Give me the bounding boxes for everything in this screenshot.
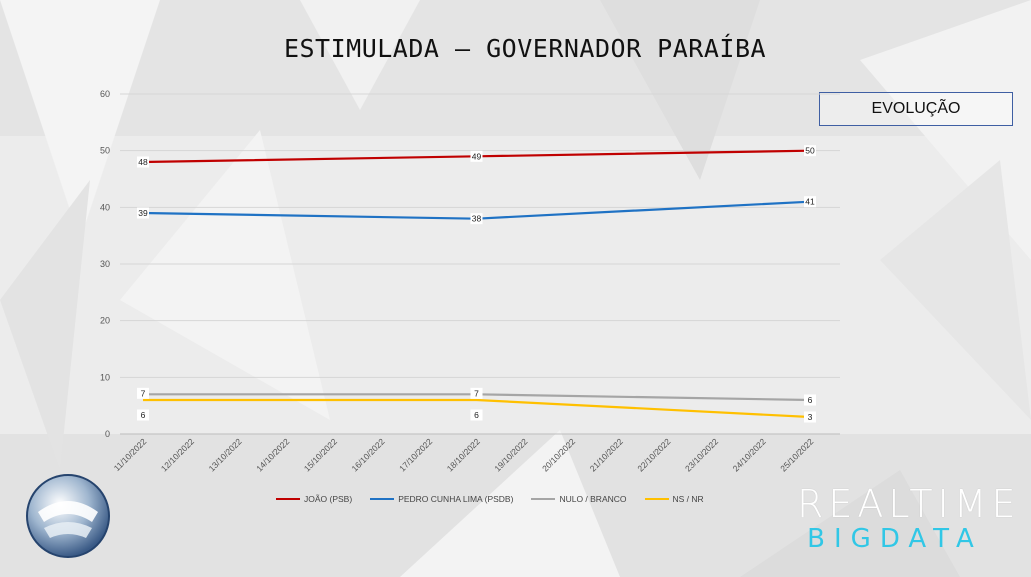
x-tick-label: 18/10/2022 (445, 436, 482, 473)
data-label-bg (137, 409, 149, 421)
data-label: 6 (141, 410, 146, 420)
y-tick-label: 50 (100, 146, 110, 156)
data-label-bg (804, 394, 816, 406)
x-tick-label: 24/10/2022 (731, 436, 768, 473)
data-label: 38 (472, 214, 482, 224)
data-label-bg (470, 150, 483, 162)
y-tick-label: 0 (105, 429, 110, 439)
data-label-bg (804, 411, 816, 423)
data-label: 7 (474, 388, 479, 398)
data-label: 39 (138, 208, 148, 218)
x-tick-label: 17/10/2022 (397, 436, 434, 473)
brand-line1: REALTIME (797, 482, 1021, 526)
series-line (143, 398, 811, 419)
data-labels: 48 49 50 39 38 41 7 7 6 6 6 3 (137, 145, 816, 423)
legend-label: PEDRO CUNHA LIMA (PSDB) (398, 494, 514, 504)
legend-swatch (644, 497, 669, 501)
y-tick-label: 10 (100, 372, 110, 382)
legend-swatch (370, 497, 395, 501)
x-tick-label: 20/10/2022 (540, 436, 577, 473)
data-label: 6 (808, 395, 813, 405)
data-label: 50 (805, 146, 815, 156)
data-label-bg (137, 387, 149, 399)
brand-logo: REALTIME BIGDATA (797, 482, 1021, 554)
chart-title: ESTIMULADA – GOVERNADOR PARAÍBA (283, 34, 767, 63)
legend-swatch (276, 497, 300, 501)
y-axis-ticks: 0 10 20 30 40 50 60 (100, 89, 110, 439)
legend-item: NS / NR (644, 494, 704, 504)
evolucao-badge: EVOLUÇÃO (819, 92, 1013, 126)
y-tick-label: 40 (100, 202, 110, 212)
x-tick-label: 11/10/2022 (112, 436, 149, 473)
x-tick-label: 15/10/2022 (302, 436, 339, 473)
data-label-bg (804, 196, 816, 208)
legend-swatch (531, 497, 556, 501)
x-tick-label: 12/10/2022 (159, 436, 196, 473)
record-logo (26, 474, 110, 558)
data-label: 6 (474, 410, 479, 420)
data-label: 48 (138, 157, 148, 167)
x-tick-label: 22/10/2022 (635, 436, 672, 473)
x-axis-ticks: 11/10/2022 12/10/2022 13/10/2022 14/10/2022… (112, 436, 816, 473)
data-label: 3 (808, 412, 813, 422)
brand-line2: BIGDATA (807, 524, 983, 554)
legend-item: NULO / BRANCO (531, 494, 627, 504)
y-tick-label: 60 (100, 89, 110, 99)
x-tick-label: 23/10/2022 (683, 436, 720, 473)
x-tick-label: 13/10/2022 (207, 436, 244, 473)
data-label: 41 (805, 197, 815, 207)
data-label: 49 (472, 151, 482, 161)
x-tick-label: 25/10/2022 (778, 436, 815, 473)
x-tick-label: 14/10/2022 (254, 436, 291, 473)
data-label: 7 (141, 388, 146, 398)
data-label-bg (470, 213, 483, 225)
x-tick-label: 21/10/2022 (588, 436, 625, 473)
legend-label: NULO / BRANCO (559, 494, 627, 504)
gridlines (120, 93, 840, 435)
legend: JOÃO (PSB) PEDRO CUNHA LIMA (PSDB) NULO / … (276, 494, 704, 504)
legend-label: JOÃO (PSB) (304, 494, 353, 504)
x-tick-label: 16/10/2022 (349, 436, 386, 473)
y-tick-label: 30 (100, 259, 110, 269)
data-label-bg (470, 387, 483, 399)
data-label-bg (804, 145, 816, 157)
y-tick-label: 20 (100, 316, 110, 326)
data-label-bg (470, 409, 483, 421)
legend-item: PEDRO CUNHA LIMA (PSDB) (370, 494, 513, 504)
legend-label: NS / NR (672, 494, 704, 504)
legend-item: JOÃO (PSB) (276, 494, 352, 504)
data-label-bg (137, 156, 149, 168)
data-label-bg (137, 207, 149, 219)
x-tick-label: 19/10/2022 (492, 436, 529, 473)
